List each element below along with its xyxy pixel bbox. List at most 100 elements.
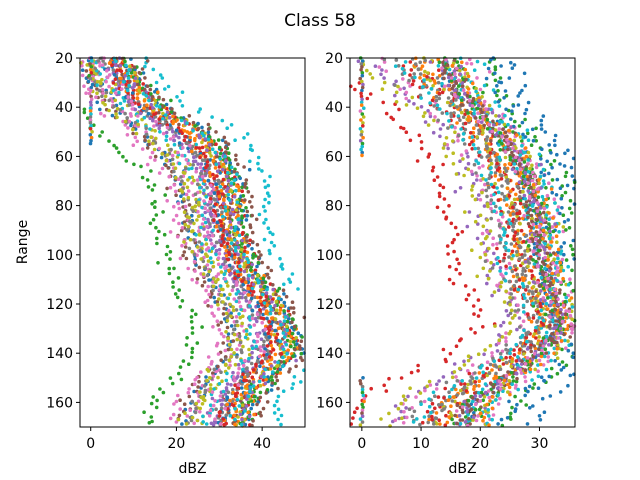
scatter-point: [233, 383, 237, 388]
scatter-point: [223, 392, 228, 396]
scatter-point: [221, 262, 225, 267]
scatter-point: [505, 178, 510, 182]
scatter-point: [226, 192, 231, 197]
scatter-point: [220, 379, 224, 384]
scatter-point: [525, 359, 529, 363]
scatter-point: [477, 193, 481, 197]
scatter-point: [147, 139, 151, 143]
scatter-point: [513, 244, 517, 248]
scatter-point: [196, 121, 200, 126]
scatter-point: [279, 303, 284, 308]
scatter-point: [446, 252, 450, 256]
scatter-point: [526, 312, 530, 316]
scatter-point: [495, 84, 499, 88]
scatter-point: [255, 273, 260, 278]
scatter-point: [442, 197, 447, 201]
scatter-point: [521, 269, 525, 273]
scatter-point: [441, 347, 446, 352]
scatter-point: [224, 378, 229, 383]
scatter-point: [233, 238, 237, 242]
scatter-point: [537, 291, 541, 296]
scatter-point: [112, 73, 117, 77]
scatter-point: [251, 282, 256, 287]
scatter-point: [434, 411, 439, 415]
scatter-point: [107, 108, 111, 113]
scatter-point: [189, 418, 194, 423]
scatter-point: [561, 276, 565, 281]
scatter-point: [534, 296, 538, 301]
scatter-point: [511, 205, 515, 210]
scatter-point: [179, 228, 184, 233]
scatter-point: [240, 238, 244, 243]
scatter-point: [238, 315, 242, 320]
scatter-point: [499, 177, 504, 181]
scatter-point: [494, 158, 499, 163]
scatter-point: [282, 319, 287, 323]
scatter-point: [276, 360, 280, 365]
scatter-point: [135, 96, 140, 101]
scatter-point: [533, 135, 537, 139]
scatter-point: [273, 303, 277, 308]
scatter-point: [477, 96, 481, 100]
scatter-point: [550, 271, 555, 276]
scatter-point: [112, 104, 116, 109]
scatter-point: [251, 419, 255, 423]
scatter-point: [496, 218, 501, 223]
scatter-point: [203, 210, 207, 215]
scatter-point: [176, 201, 181, 206]
scatter-point: [481, 164, 485, 168]
scatter-point: [117, 150, 121, 155]
scatter-point: [513, 409, 517, 414]
scatter-point: [263, 280, 268, 285]
scatter-point: [233, 255, 237, 260]
scatter-point: [164, 130, 169, 135]
scatter-point: [458, 388, 463, 393]
scatter-point: [225, 126, 229, 130]
scatter-point: [517, 347, 522, 352]
scatter-point: [278, 256, 282, 261]
scatter-point: [498, 367, 503, 372]
scatter-point: [130, 107, 135, 111]
scatter-point: [151, 106, 155, 110]
scatter-point: [265, 344, 270, 348]
scatter-point: [566, 383, 570, 388]
scatter-point: [223, 205, 228, 209]
scatter-point: [257, 255, 261, 260]
scatter-point: [510, 66, 515, 70]
scatter-point: [247, 414, 252, 419]
scatter-point: [413, 62, 418, 66]
scatter-point: [246, 293, 251, 297]
scatter-point: [458, 401, 462, 406]
scatter-point: [117, 79, 121, 83]
scatter-point: [513, 386, 518, 390]
scatter-point: [206, 178, 211, 183]
scatter-point: [146, 111, 151, 116]
scatter-point: [174, 175, 178, 180]
scatter-point: [298, 347, 302, 351]
scatter-point: [128, 64, 132, 68]
scatter-point: [290, 300, 295, 305]
scatter-point: [225, 382, 230, 386]
scatter-point: [220, 182, 225, 186]
scatter-point: [214, 252, 218, 257]
scatter-point: [255, 295, 260, 300]
scatter-point: [532, 199, 536, 203]
scatter-point: [208, 206, 212, 210]
scatter-point: [564, 228, 568, 232]
scatter-point: [524, 107, 529, 112]
scatter-point: [189, 315, 194, 319]
scatter-point: [287, 277, 291, 282]
scatter-point: [234, 299, 239, 304]
scatter-point: [257, 379, 262, 384]
scatter-point: [547, 217, 551, 222]
y-tick-label: 120: [46, 297, 73, 313]
scatter-point: [164, 163, 168, 168]
scatter-point: [243, 295, 248, 300]
scatter-point: [137, 85, 142, 90]
scatter-point: [198, 248, 203, 252]
scatter-point: [239, 267, 243, 272]
scatter-point: [540, 147, 544, 151]
scatter-point: [254, 319, 259, 324]
scatter-point: [406, 394, 410, 399]
scatter-point: [104, 90, 109, 95]
